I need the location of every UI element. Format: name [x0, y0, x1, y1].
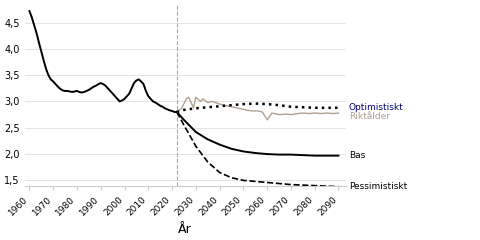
Text: Bas: Bas: [349, 151, 365, 160]
Text: Optimistiskt: Optimistiskt: [349, 103, 404, 112]
X-axis label: År: År: [178, 223, 192, 236]
Text: Pessimistiskt: Pessimistiskt: [349, 182, 407, 191]
Text: Riktålder: Riktålder: [349, 112, 390, 121]
